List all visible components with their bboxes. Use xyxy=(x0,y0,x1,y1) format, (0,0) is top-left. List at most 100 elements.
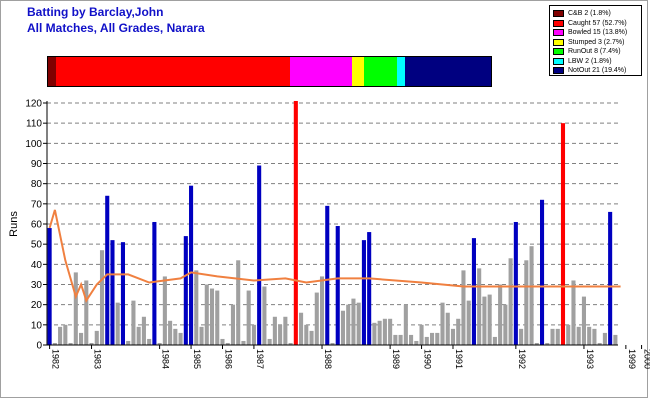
bar xyxy=(131,300,136,345)
bar xyxy=(236,260,241,345)
bar xyxy=(592,328,597,345)
bar xyxy=(508,258,513,345)
bar xyxy=(445,312,450,345)
legend-swatch xyxy=(553,29,564,36)
y-tick-label: 30 xyxy=(31,280,43,291)
y-tick-label: 80 xyxy=(31,179,43,190)
bar xyxy=(456,318,461,345)
bar xyxy=(141,316,146,345)
y-tick-label: 10 xyxy=(31,320,43,331)
bar xyxy=(126,340,131,345)
bar xyxy=(608,211,613,345)
bar xyxy=(157,342,162,345)
bar xyxy=(602,332,607,345)
y-tick-label: 110 xyxy=(26,119,42,130)
bar xyxy=(309,330,314,345)
y-tick-label: 100 xyxy=(25,139,42,150)
x-tick-label: 1983 xyxy=(93,349,103,369)
bar xyxy=(571,280,576,345)
bar xyxy=(361,240,366,345)
y-tick-label: 50 xyxy=(31,240,43,251)
bar xyxy=(267,338,272,345)
bar xyxy=(393,334,398,345)
legend-item: RunOut 8 (7.4%) xyxy=(553,47,621,56)
bar xyxy=(147,338,152,345)
bar xyxy=(330,342,335,345)
dismissal-segment xyxy=(396,57,405,86)
y-tick-label: 20 xyxy=(31,300,43,311)
bar xyxy=(152,221,157,345)
bar xyxy=(435,332,440,345)
bar xyxy=(335,226,340,345)
dismissal-segment xyxy=(404,57,491,86)
bar xyxy=(225,342,230,345)
bar xyxy=(398,334,403,345)
bar xyxy=(581,296,586,345)
legend-item: LBW 2 (1.8%) xyxy=(553,57,612,66)
legend-item: Bowled 15 (13.8%) xyxy=(553,28,627,37)
bar xyxy=(288,342,293,345)
bar xyxy=(283,316,288,345)
bar xyxy=(388,318,393,345)
bar xyxy=(314,292,319,345)
legend-label: C&B 2 (1.8%) xyxy=(568,10,611,17)
bar xyxy=(550,328,555,345)
x-tick-label: 1984 xyxy=(161,349,171,369)
bar xyxy=(351,298,356,345)
bar xyxy=(293,100,298,345)
bar xyxy=(209,288,215,345)
legend-item: Stumped 3 (2.7%) xyxy=(553,38,624,47)
bar xyxy=(272,316,277,345)
bar xyxy=(529,246,534,345)
bar xyxy=(204,284,209,345)
bar xyxy=(498,284,503,345)
bar xyxy=(450,328,456,345)
bar xyxy=(513,221,518,345)
bar xyxy=(555,328,560,345)
legend-label: Stumped 3 (2.7%) xyxy=(568,38,625,46)
bar xyxy=(325,205,330,345)
x-tick-label: 1993 xyxy=(585,349,595,369)
y-tick-label: 60 xyxy=(31,220,43,231)
bar xyxy=(241,340,246,345)
legend-label: LBW 2 (1.8%) xyxy=(568,57,612,65)
average-line xyxy=(48,209,621,303)
legend-label: RunOut 8 (7.4%) xyxy=(568,48,621,55)
bar xyxy=(403,304,408,345)
bar xyxy=(47,228,52,345)
bar xyxy=(409,334,414,345)
bar xyxy=(183,236,188,345)
bar xyxy=(414,340,419,345)
bar xyxy=(215,290,220,345)
x-tick-label: 1991 xyxy=(454,349,464,369)
bar xyxy=(440,302,445,345)
bar xyxy=(482,296,487,345)
bar xyxy=(346,304,351,345)
x-tick-label: 2000 xyxy=(643,349,650,369)
y-tick-label: 40 xyxy=(31,260,43,271)
bar xyxy=(52,342,57,345)
bar xyxy=(492,336,497,345)
dismissal-segment xyxy=(351,57,364,86)
dismissal-segment xyxy=(290,57,352,86)
bar xyxy=(68,342,73,345)
dismissal-distribution-bar xyxy=(47,56,492,87)
bar xyxy=(168,320,173,345)
bar xyxy=(162,276,167,345)
bar xyxy=(189,185,194,345)
x-tick-label: 1987 xyxy=(255,349,265,369)
bar xyxy=(597,342,602,345)
bar xyxy=(424,336,429,345)
bar xyxy=(178,332,183,345)
bar xyxy=(73,272,78,345)
bar xyxy=(545,342,550,345)
bar xyxy=(220,338,225,345)
bar xyxy=(246,290,251,345)
legend-swatch xyxy=(553,38,564,46)
bar xyxy=(115,302,120,345)
bar xyxy=(199,326,204,345)
y-axis-label: Runs xyxy=(8,211,20,237)
x-tick-label: 1999 xyxy=(627,349,637,369)
legend: C&B 2 (1.8%) Caught 57 (52.7%) Bowled 15 (… xyxy=(549,5,642,76)
